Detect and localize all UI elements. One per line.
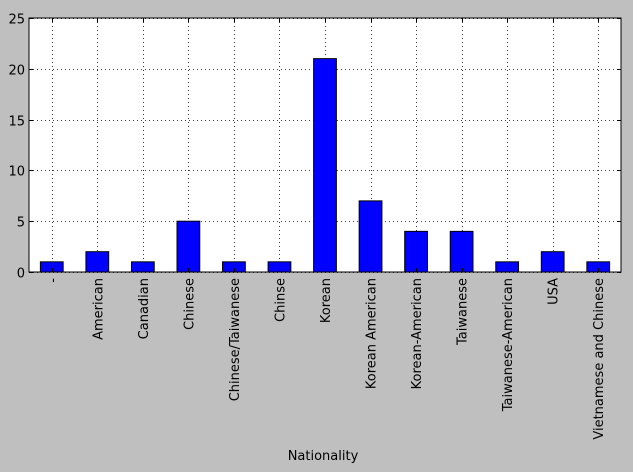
bar <box>540 251 565 273</box>
x-axis-ticks: - American Canadian Chinese Chinese/Taiwanes… <box>46 18 607 440</box>
y-tick-label: 25 <box>8 13 25 28</box>
bar <box>222 261 246 273</box>
y-tick-label: 0 <box>17 267 25 282</box>
x-tick-label: Taiwanese <box>456 278 471 346</box>
x-tick-label: Chinese/Taiwanese <box>228 278 243 401</box>
y-tick-label: 10 <box>8 165 25 180</box>
y-tick-label: 20 <box>8 64 25 79</box>
x-tick-label: Korean-American <box>410 278 425 389</box>
x-axis-label: Nationality <box>288 449 359 464</box>
bar <box>130 261 155 273</box>
bar <box>176 220 201 273</box>
x-tick-label: USA <box>547 278 562 305</box>
x-tick-label: Korean American <box>365 278 380 389</box>
x-tick-label: Vietnamese and Chinese <box>592 278 607 440</box>
x-tick-label: Chinse <box>273 278 288 322</box>
bar <box>449 230 474 273</box>
bar <box>404 230 428 273</box>
bar <box>313 58 337 273</box>
x-tick-label: - <box>46 278 61 283</box>
bar <box>39 261 64 273</box>
x-tick-label: Canadian <box>137 278 152 339</box>
x-tick-label: Taiwanese-American <box>501 278 516 412</box>
y-tick-label: 5 <box>17 216 25 231</box>
x-tick-label: Korean <box>319 278 334 323</box>
x-tick-label: Chinese <box>182 278 197 330</box>
bars <box>39 58 611 273</box>
x-tick-label: American <box>91 278 106 340</box>
bar <box>358 200 383 273</box>
plot-frame <box>28 17 622 273</box>
y-tick-label: 15 <box>8 115 25 130</box>
